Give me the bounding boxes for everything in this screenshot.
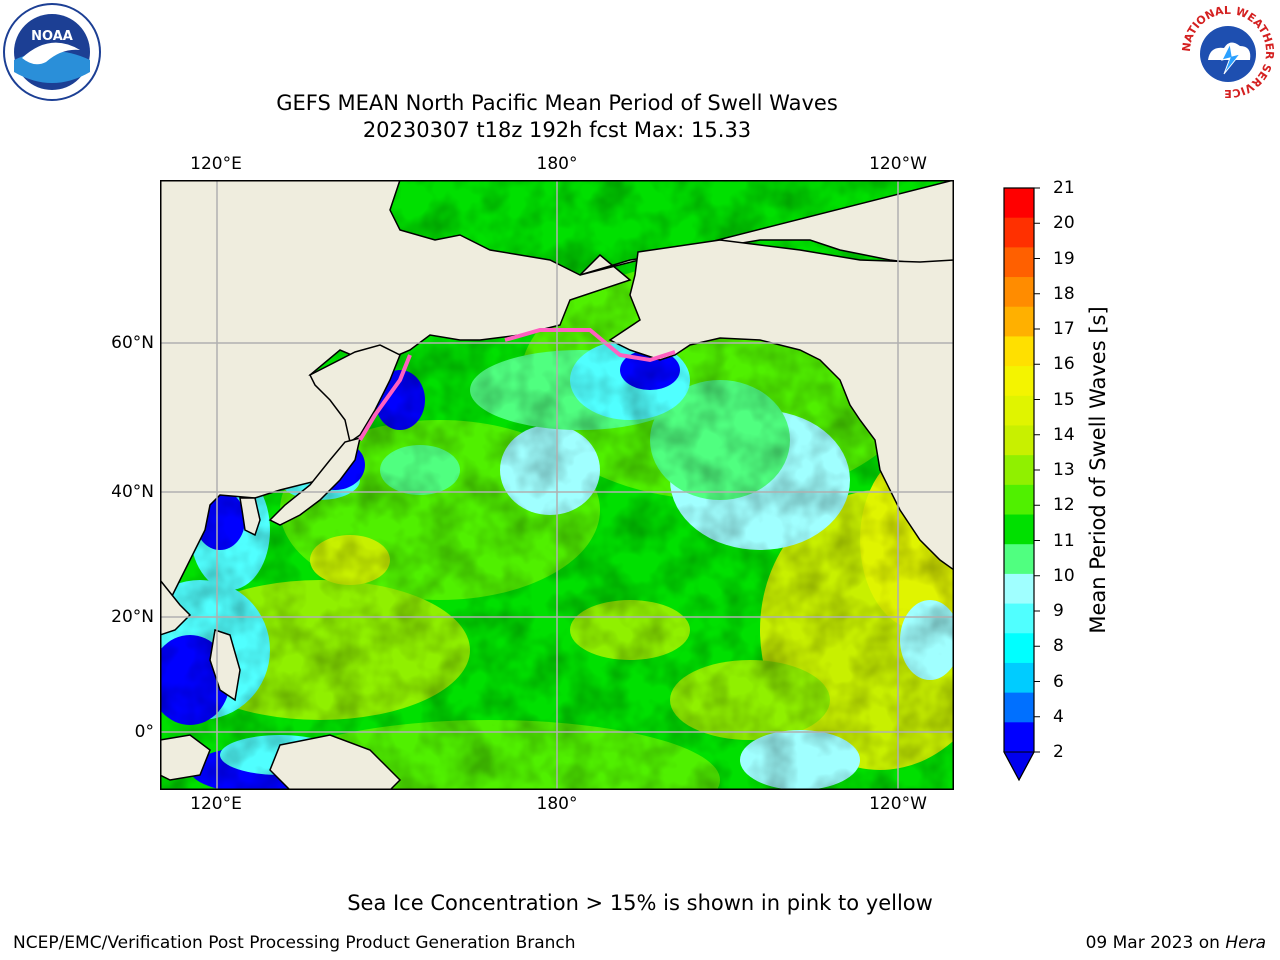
colorbar-segment — [1004, 188, 1034, 219]
credit-text: NCEP/EMC/Verification Post Processing Pr… — [13, 933, 576, 953]
colorbar-segment — [1004, 217, 1034, 248]
lon-label-top-180: 180° — [536, 154, 578, 174]
land-kamchatka — [308, 344, 401, 444]
date-stamp: 09 Mar 2023 on Hera — [1086, 933, 1266, 953]
colorbar-tick-label: 21 — [1053, 178, 1075, 198]
colorbar-segment — [1004, 633, 1034, 664]
colorbar-tick-label: 16 — [1053, 354, 1075, 375]
colorbar-segment — [1004, 573, 1034, 605]
colorbar-segment — [1004, 455, 1034, 486]
lon-label-bottom-120w: 120°W — [869, 794, 927, 814]
colorbar-tick-label: 13 — [1053, 460, 1075, 480]
colorbar-tick-label: 6 — [1053, 671, 1064, 692]
chart-title: GEFS MEAN North Pacific Mean Period of S… — [276, 91, 838, 115]
nws-logo: NATIONAL WEATHER SERVICE — [1180, 4, 1276, 100]
colorbar-segment — [1004, 277, 1034, 308]
colorbar-segment — [1004, 366, 1034, 397]
colorbar-tick-label: 17 — [1053, 319, 1075, 339]
map-frame — [160, 180, 954, 790]
noaa-logo-text: NOAA — [31, 29, 73, 44]
graticule — [160, 180, 954, 790]
colorbar-tick-label: 11 — [1053, 530, 1075, 551]
lat-label-40n: 40°N — [111, 482, 154, 502]
colorbar-extend-arrow — [1003, 751, 1035, 782]
colorbar-tick-label: 9 — [1053, 601, 1064, 621]
colorbar-segment — [1004, 484, 1034, 516]
chart-subtitle: 20230307 t18z 192h fcst Max: 15.33 — [362, 118, 752, 142]
lon-label-bottom-180: 180° — [536, 794, 578, 814]
colorbar-segment — [1004, 514, 1034, 545]
sea-ice-note: Sea Ice Concentration > 15% is shown in … — [347, 891, 933, 915]
lon-label-top-120e: 120°E — [190, 154, 242, 174]
colorbar-segment — [1004, 336, 1034, 367]
colorbar-segment — [1004, 395, 1034, 426]
colorbar-tick-label: 18 — [1053, 283, 1075, 304]
land-korea — [239, 497, 261, 537]
land-new-guinea — [269, 734, 402, 790]
sea-ice-edge-okhotsk — [358, 354, 412, 442]
land-japan — [268, 436, 362, 526]
lon-label-bottom-120e: 120°E — [190, 794, 242, 814]
colorbar-tick-label: 4 — [1053, 706, 1064, 727]
colorbar-tick-label: 12 — [1053, 495, 1075, 516]
colorbar-segment — [1004, 662, 1034, 694]
colorbar-segment — [1004, 692, 1034, 723]
colorbar-segment — [1004, 425, 1034, 456]
colorbar-segment — [1004, 247, 1034, 278]
colorbar-tick-label: 19 — [1053, 248, 1075, 269]
colorbar-tick-label: 14 — [1053, 424, 1075, 445]
colorbar-tick-label: 2 — [1053, 742, 1064, 762]
swell-period-map — [160, 180, 954, 790]
machine-name: Hera — [1225, 933, 1266, 953]
colorbar-tick-label: 15 — [1053, 389, 1075, 410]
lat-label-20n: 20°N — [111, 607, 154, 627]
colorbar — [1003, 187, 1040, 782]
land-borneo — [160, 734, 211, 781]
land-southeast-asia — [160, 578, 192, 636]
lon-label-top-120w: 120°W — [869, 154, 927, 174]
colorbar-tick-label: 10 — [1053, 565, 1075, 586]
noaa-logo: NOAA — [3, 3, 101, 101]
lat-label-0: 0° — [134, 722, 154, 742]
colorbar-segment — [1004, 306, 1034, 337]
colorbar-tick-label: 20 — [1053, 213, 1075, 234]
colorbar-segment — [1004, 544, 1034, 575]
date-text: 09 Mar 2023 on — [1085, 933, 1226, 953]
colorbar-tick-label: 8 — [1053, 636, 1064, 657]
colorbar-label: Mean Period of Swell Waves [s] — [1086, 306, 1110, 634]
land-asia — [160, 180, 954, 612]
colorbar-segment — [1004, 722, 1034, 753]
land-alaska-main — [608, 239, 954, 571]
lat-label-60n: 60°N — [111, 333, 154, 353]
colorbar-segment — [1004, 603, 1034, 634]
